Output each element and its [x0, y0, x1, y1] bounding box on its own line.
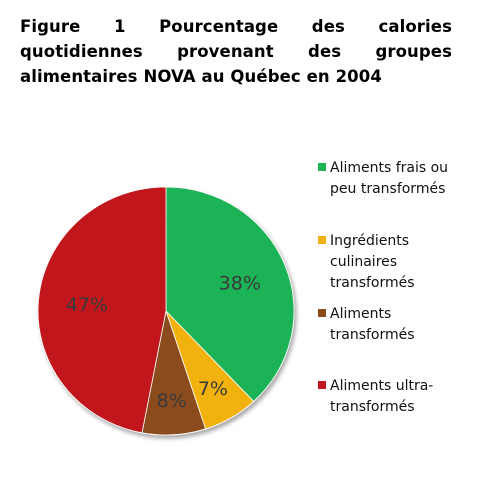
slice-value-label-1: 38%	[219, 273, 261, 295]
legend-swatch	[318, 309, 326, 317]
slice-value-label-4: 47%	[66, 294, 108, 316]
legend-label: Aliments transformés	[330, 306, 415, 343]
legend-label: Aliments frais ou peu transformés	[330, 160, 449, 197]
legend-swatch	[318, 236, 326, 244]
pie-slice-4	[37, 186, 167, 434]
legend-label: Aliments ultra-transformés	[330, 378, 434, 415]
slice-value-label-3: 8%	[157, 390, 187, 412]
slice-value-label-2: 7%	[198, 378, 228, 400]
legend-swatch	[318, 163, 326, 171]
pie-slice-1	[165, 186, 295, 402]
figure-title: Figure 1 Pourcentage des calories quotid…	[20, 17, 452, 86]
legend-swatch	[318, 381, 326, 389]
legend-label: Ingrédients culinaires transformés	[330, 233, 415, 291]
